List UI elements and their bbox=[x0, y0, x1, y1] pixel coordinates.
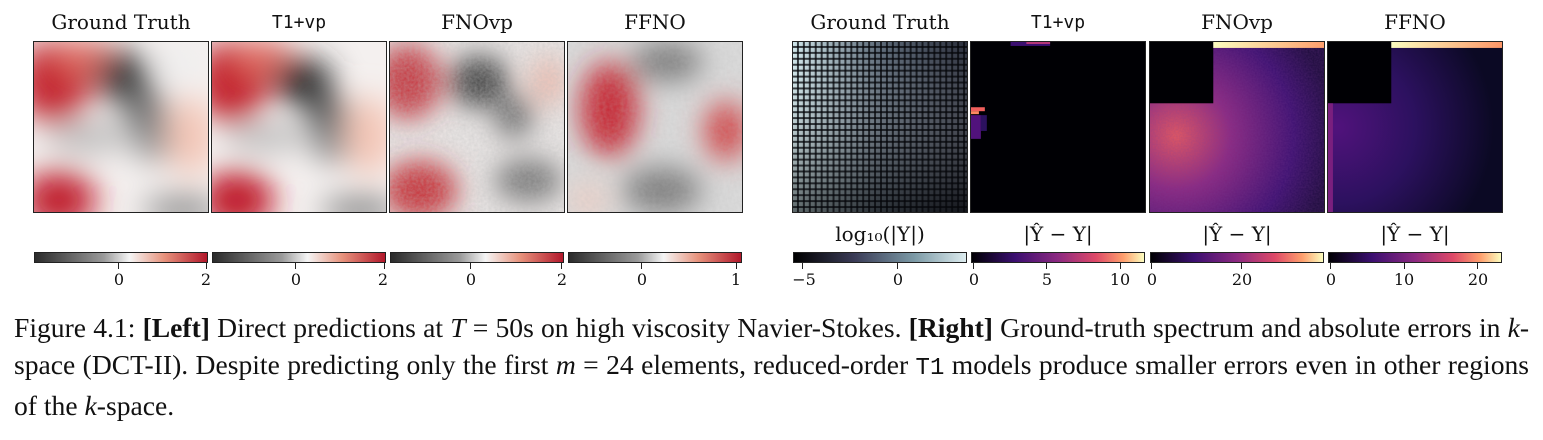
caption-right-tag: [Right] bbox=[908, 312, 993, 343]
tick-label: 0 bbox=[892, 270, 904, 289]
error-ffno bbox=[1327, 41, 1503, 213]
heatmap-left-ffno bbox=[567, 41, 743, 213]
tick bbox=[206, 263, 207, 269]
caption-text-2: 50s on high viscosity Navier-Stokes. bbox=[495, 312, 902, 343]
caption-left-tag: [Left] bbox=[142, 312, 210, 343]
heatmap-left-fnovp bbox=[389, 41, 565, 213]
left-title-fnovp: FNOvp bbox=[441, 10, 513, 34]
left-title-t1vp: T1+vp bbox=[271, 12, 327, 33]
caption-text-5: 24 elements, reduced-order bbox=[606, 349, 909, 380]
tick bbox=[470, 263, 471, 269]
caption-mono-t1: T1 bbox=[915, 355, 945, 382]
tick bbox=[561, 263, 562, 269]
tick-label: 0 bbox=[465, 270, 477, 289]
tick bbox=[1046, 263, 1047, 269]
tick-label: 1 bbox=[730, 270, 742, 289]
tick-label: 2 bbox=[200, 270, 212, 289]
tick bbox=[295, 263, 296, 269]
left-title-ground-truth: Ground Truth bbox=[51, 10, 191, 34]
tick-label: 20 bbox=[1467, 270, 1489, 289]
colorbar-left-3 bbox=[390, 252, 564, 263]
error-fnovp bbox=[1149, 41, 1325, 213]
tick-label: 10 bbox=[1109, 270, 1131, 289]
colorbar-title-log: log₁₀(|Y|) bbox=[835, 222, 925, 246]
caption-var-t: T bbox=[450, 312, 466, 343]
tick bbox=[736, 263, 737, 269]
tick-label: 0 bbox=[968, 270, 980, 289]
tick-label: 10 bbox=[1393, 270, 1415, 289]
tick bbox=[1477, 263, 1478, 269]
caption-label: Figure 4.1: bbox=[14, 312, 136, 343]
error-t1vp bbox=[970, 41, 1146, 213]
right-title-fnovp: FNOvp bbox=[1201, 10, 1273, 34]
tick-label: 0 bbox=[1146, 270, 1158, 289]
caption-var-m: m bbox=[555, 349, 576, 380]
tick bbox=[1404, 263, 1405, 269]
colorbar-right-4 bbox=[1328, 252, 1502, 263]
tick-label: 2 bbox=[556, 270, 568, 289]
right-title-t1vp: T1+vp bbox=[1030, 12, 1086, 33]
left-title-ffno: FFNO bbox=[624, 10, 686, 34]
tick bbox=[1151, 263, 1152, 269]
figure-caption: Figure 4.1: [Left] Direct predictions at… bbox=[14, 309, 1529, 424]
caption-text-1: Direct predictions at bbox=[217, 312, 443, 343]
tick bbox=[1330, 263, 1331, 269]
tick bbox=[118, 263, 119, 269]
right-title-ground-truth: Ground Truth bbox=[810, 10, 950, 34]
tick-label: 0 bbox=[290, 270, 302, 289]
tick bbox=[802, 263, 803, 269]
heatmap-left-t1vp bbox=[211, 41, 387, 213]
spectrum-ground-truth bbox=[792, 41, 968, 213]
colorbar-right-2 bbox=[971, 252, 1145, 263]
tick bbox=[973, 263, 974, 269]
tick bbox=[1120, 263, 1121, 269]
tick-label: 2 bbox=[377, 270, 389, 289]
caption-text-3: Ground-truth spectrum and absolute error… bbox=[1000, 312, 1501, 343]
colorbar-right-3 bbox=[1150, 252, 1324, 263]
colorbar-title-err-3: |Ŷ − Y| bbox=[1380, 222, 1450, 246]
tick bbox=[897, 263, 898, 269]
tick-label: 0 bbox=[113, 270, 125, 289]
tick-label: 0 bbox=[636, 270, 648, 289]
colorbar-title-err-2: |Ŷ − Y| bbox=[1202, 222, 1272, 246]
caption-eq: = bbox=[472, 312, 489, 343]
tick-label: 5 bbox=[1041, 270, 1053, 289]
heatmap-left-ground-truth bbox=[33, 41, 209, 213]
colorbar-title-err-1: |Ŷ − Y| bbox=[1023, 222, 1093, 246]
colorbar-left-4 bbox=[568, 252, 742, 263]
caption-var-k2: k bbox=[84, 390, 97, 421]
colorbar-right-1 bbox=[793, 252, 967, 263]
tick bbox=[1241, 263, 1242, 269]
caption-text-6: models produce smaller errors even in ot… bbox=[14, 349, 1530, 421]
caption-text-4: -space (DCT-II). Despite predicting only… bbox=[14, 312, 1530, 380]
tick bbox=[384, 263, 385, 269]
colorbar-left-1 bbox=[34, 252, 208, 263]
caption-eq-2: = bbox=[583, 349, 599, 380]
tick bbox=[641, 263, 642, 269]
caption-var-k: k bbox=[1507, 312, 1520, 343]
colorbar-left-2 bbox=[212, 252, 386, 263]
tick-label: −5 bbox=[792, 270, 816, 289]
tick-label: 0 bbox=[1325, 270, 1337, 289]
right-title-ffno: FFNO bbox=[1384, 10, 1446, 34]
figure: Ground Truth T1+vp FNOvp FFNO Ground Tru… bbox=[33, 10, 1503, 289]
tick-label: 20 bbox=[1231, 270, 1253, 289]
caption-text-7: -space. bbox=[96, 390, 175, 421]
